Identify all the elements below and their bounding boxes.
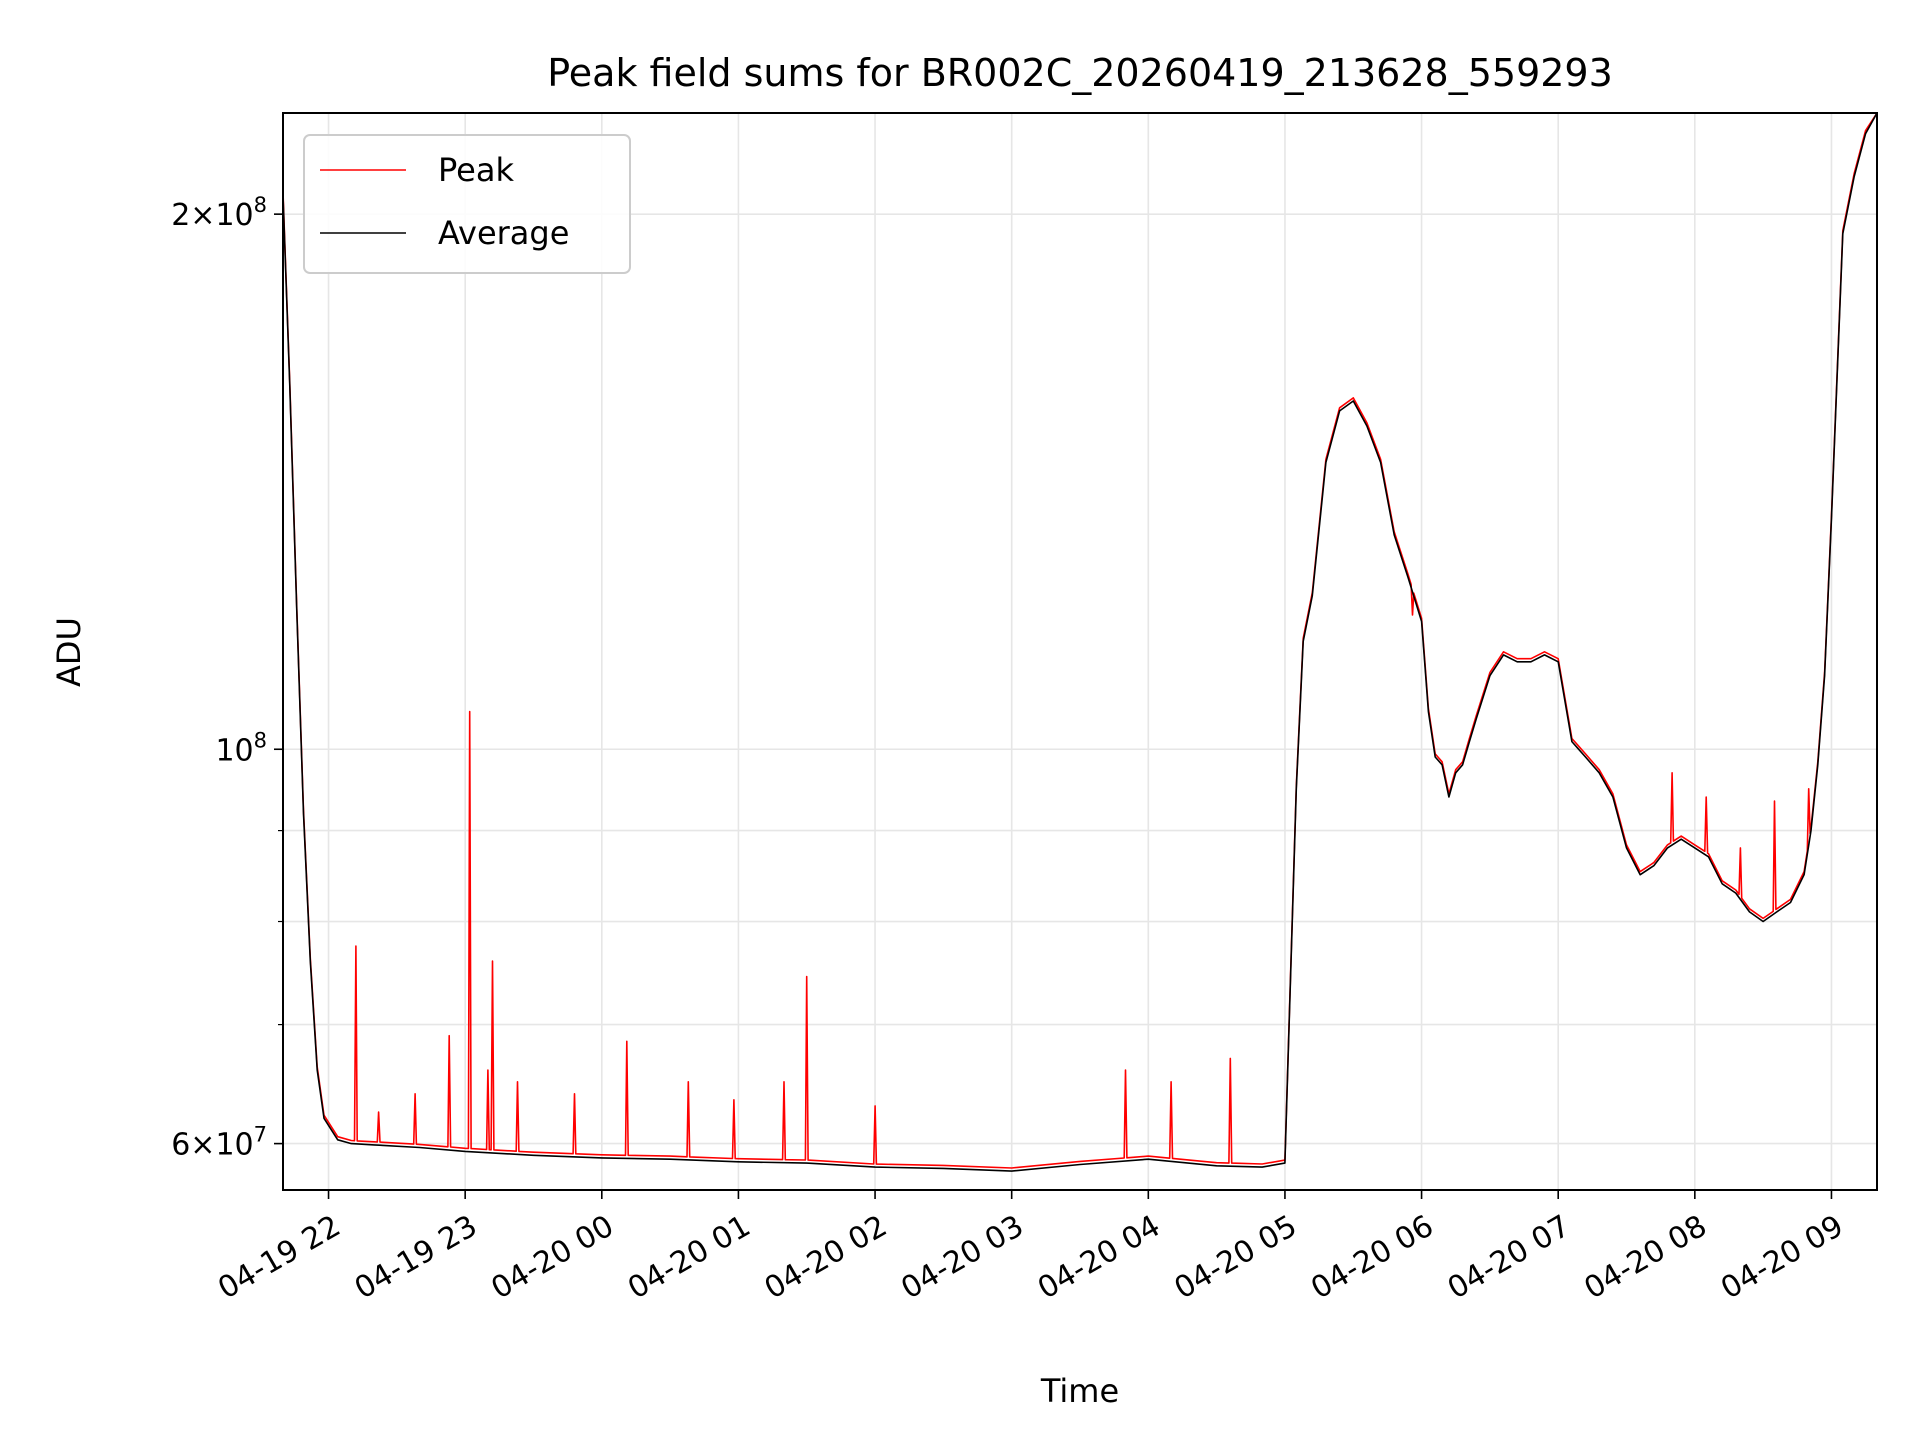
y-tick-label: 108 <box>215 728 267 768</box>
y-axis: 6×107 108 2×108 <box>171 193 283 1163</box>
series-line-average <box>282 112 1878 1172</box>
y-axis-label: ADU <box>50 617 88 687</box>
series-line-peak <box>282 112 1878 1169</box>
grid <box>283 113 1877 1190</box>
plot-frame <box>282 112 1878 1191</box>
legend-label-peak: Peak <box>438 151 514 189</box>
y-tick-label: 2×108 <box>171 193 267 233</box>
y-tick-label: 6×107 <box>171 1123 267 1163</box>
chart-title: Peak field sums for BR002C_20260419_2136… <box>547 51 1613 95</box>
x-axis-label: Time <box>1040 1372 1119 1410</box>
series-layer <box>282 112 1878 1172</box>
legend-label-average: Average <box>438 214 569 252</box>
legend: Peak Average <box>303 134 631 274</box>
